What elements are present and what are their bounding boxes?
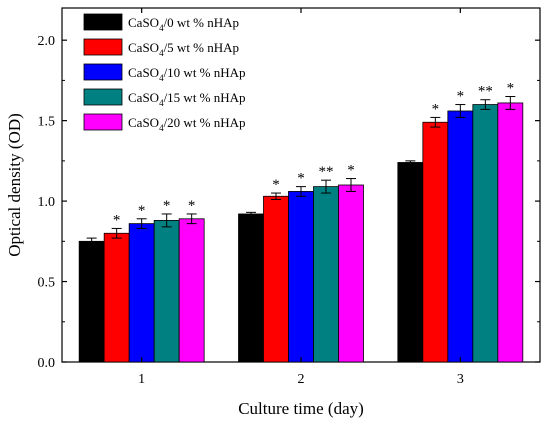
- significance-marker: *: [507, 81, 515, 97]
- significance-marker: *: [272, 177, 280, 193]
- bar: [497, 102, 524, 363]
- x-axis-title: Culture time (day): [238, 399, 364, 418]
- legend-label: CaSO4/15 wt % nHAp: [128, 90, 246, 108]
- significance-marker: *: [113, 212, 121, 228]
- y-tick-label: 0.5: [38, 276, 56, 291]
- significance-marker: *: [297, 171, 305, 187]
- bar: [128, 223, 155, 363]
- significance-marker: *: [163, 198, 171, 214]
- legend-label: CaSO4/10 wt % nHAp: [128, 65, 246, 83]
- significance-marker: *: [432, 101, 440, 117]
- significance-marker: *: [457, 89, 465, 105]
- legend-label: CaSO4/5 wt % nHAp: [128, 40, 239, 58]
- legend-swatch: [83, 88, 123, 106]
- significance-marker: *: [188, 198, 196, 214]
- x-tick-label: 3: [457, 372, 464, 387]
- bars-layer: ** * ** * ** *** ** *: [78, 81, 524, 363]
- bar: [238, 213, 264, 363]
- bar: [338, 184, 364, 363]
- bar: [153, 219, 180, 363]
- bar: [422, 121, 449, 363]
- significance-marker: **: [478, 84, 493, 100]
- bar: [397, 162, 424, 363]
- legend-swatch: [83, 38, 123, 56]
- x-tick-label: 1: [138, 372, 145, 387]
- bar: [313, 186, 339, 363]
- bar: [447, 110, 474, 363]
- y-tick-label: 0.0: [38, 356, 56, 371]
- significance-marker: *: [347, 163, 355, 179]
- x-tick-label: 2: [298, 372, 305, 387]
- legend: CaSO4/0 wt % nHAp CaSO4/5 wt % nHAp CaSO4/…: [83, 13, 246, 133]
- y-tick-label: 1.0: [38, 195, 56, 210]
- y-axis-title: Optical density (OD): [5, 113, 24, 257]
- y-tick-label: 1.5: [38, 115, 56, 130]
- legend-swatch: [83, 113, 123, 131]
- bar: [78, 240, 105, 363]
- axis-layer: 0.0 0.5 1.0 1.5 2.0 1 2 3: [38, 8, 540, 387]
- legend-swatch: [83, 63, 123, 81]
- significance-marker: **: [319, 164, 334, 180]
- legend-label: CaSO4/0 wt % nHAp: [128, 15, 239, 33]
- significance-marker: *: [138, 203, 146, 219]
- bar: [288, 191, 314, 363]
- y-tick-label: 2.0: [38, 34, 56, 49]
- bar: [263, 195, 289, 363]
- bar: [472, 104, 499, 363]
- legend-swatch: [83, 13, 123, 31]
- bar: [178, 218, 205, 363]
- bar: [103, 232, 130, 363]
- legend-label: CaSO4/20 wt % nHAp: [128, 115, 246, 133]
